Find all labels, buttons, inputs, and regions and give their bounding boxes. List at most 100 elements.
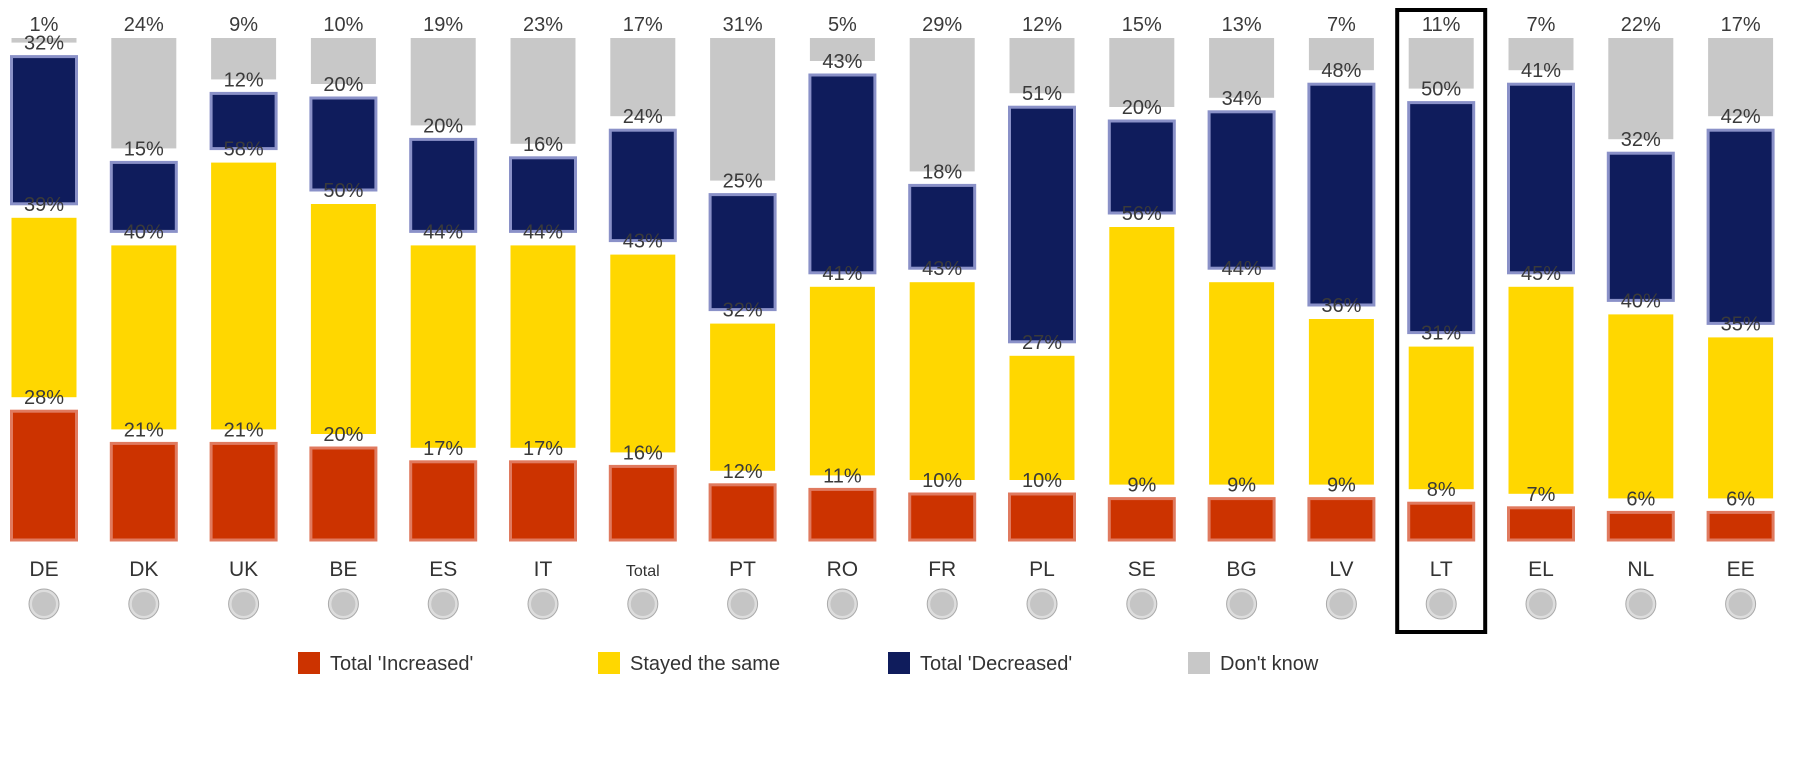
value-label-be-series-2: 20%	[323, 74, 363, 96]
category-label-ro: RO	[827, 558, 859, 581]
bar-pt-series-1	[710, 323, 776, 471]
bar-total-series-0	[608, 464, 677, 542]
bars-layer	[10, 38, 1775, 542]
value-label-ro-series-3: 5%	[828, 14, 857, 36]
category-label-es: ES	[429, 558, 457, 581]
flag-pl-icon	[1026, 588, 1058, 620]
value-label-total-series-3: 17%	[623, 14, 663, 36]
bar-ro-series-1	[809, 286, 875, 476]
bar-bg-series-2	[1207, 110, 1276, 270]
value-label-fr-series-3: 29%	[922, 14, 962, 36]
value-label-es-series-1: 44%	[423, 221, 463, 243]
legend-swatch-1	[598, 652, 620, 674]
value-label-es-series-3: 19%	[423, 14, 463, 36]
flag-it-icon	[527, 588, 559, 620]
bar-lt-series-3	[1408, 38, 1474, 89]
category-label-fr: FR	[928, 558, 956, 581]
bar-uk-series-0	[209, 441, 278, 542]
value-label-uk-series-2: 12%	[224, 69, 264, 91]
bar-ee-series-3	[1708, 38, 1774, 117]
bar-dk-series-2	[109, 160, 178, 233]
bar-lv-series-2	[1307, 82, 1376, 307]
bar-lv-series-0	[1307, 497, 1376, 542]
flag-de-icon	[28, 588, 60, 620]
value-label-ro-series-0: 11%	[823, 465, 862, 487]
category-label-uk: UK	[229, 558, 258, 581]
value-label-es-series-0: 17%	[423, 438, 463, 460]
bar-se-series-0	[1107, 497, 1176, 542]
value-label-it-series-2: 16%	[523, 134, 563, 156]
bar-nl-series-0	[1606, 510, 1675, 542]
bar-el-series-3	[1508, 38, 1574, 71]
value-label-lt-series-0: 8%	[1427, 479, 1456, 501]
bar-fr-series-3	[909, 38, 975, 172]
value-label-be-series-1: 50%	[323, 180, 363, 202]
legend-item-0: Total 'Increased'	[298, 652, 473, 675]
bar-ro-series-0	[808, 487, 877, 542]
bar-lt-series-2	[1407, 101, 1476, 335]
value-label-lv-series-3: 7%	[1327, 14, 1356, 36]
bar-de-series-3	[11, 38, 77, 43]
value-labels-layer: 28%39%32%1%21%40%15%24%21%58%12%9%20%50%…	[24, 14, 1761, 510]
value-label-nl-series-1: 40%	[1621, 290, 1661, 312]
bar-be-series-3	[310, 38, 376, 84]
bar-ee-series-0	[1706, 510, 1775, 542]
bar-lt-series-0	[1407, 501, 1476, 542]
value-label-nl-series-0: 6%	[1626, 488, 1655, 510]
flag-se-icon	[1126, 588, 1158, 620]
flag-dk-icon	[128, 588, 160, 620]
value-label-fr-series-1: 43%	[922, 258, 962, 280]
bar-it-series-3	[510, 38, 576, 144]
bar-fr-series-0	[908, 492, 977, 542]
category-label-bg: BG	[1226, 558, 1256, 581]
value-label-total-series-2: 24%	[623, 106, 663, 128]
bar-nl-series-3	[1608, 38, 1674, 140]
flag-bg-icon	[1226, 588, 1258, 620]
value-label-dk-series-3: 24%	[124, 14, 164, 36]
bar-lv-series-3	[1308, 38, 1374, 71]
bar-se-series-3	[1109, 38, 1175, 107]
value-label-pl-series-0: 10%	[1022, 470, 1062, 492]
flag-lt-icon	[1425, 588, 1457, 620]
bar-be-series-1	[310, 204, 376, 434]
value-label-dk-series-2: 15%	[124, 138, 164, 160]
flag-be-icon	[327, 588, 359, 620]
bar-se-series-2	[1107, 119, 1176, 215]
bar-lv-series-1	[1308, 319, 1374, 485]
value-label-lv-series-0: 9%	[1327, 475, 1356, 497]
legend-item-1: Stayed the same	[598, 652, 780, 675]
category-label-el: EL	[1528, 558, 1554, 581]
bar-ee-series-1	[1708, 337, 1774, 499]
flag-ro-icon	[826, 588, 858, 620]
bar-bg-series-1	[1209, 282, 1275, 485]
flag-nl-icon	[1625, 588, 1657, 620]
legend-label-1: Stayed the same	[630, 653, 780, 675]
value-label-bg-series-3: 13%	[1222, 14, 1262, 36]
value-label-pl-series-2: 51%	[1022, 83, 1062, 105]
bar-dk-series-3	[111, 38, 177, 149]
flag-el-icon	[1525, 588, 1557, 620]
bar-es-series-2	[409, 137, 478, 233]
value-label-de-series-3: 1%	[30, 14, 59, 36]
legend-item-2: Total 'Decreased'	[888, 652, 1072, 675]
value-label-uk-series-3: 9%	[229, 14, 258, 36]
value-label-total-series-0: 16%	[623, 442, 663, 464]
bar-it-series-2	[509, 156, 577, 233]
category-label-dk: DK	[129, 558, 158, 581]
legend-swatch-3	[1188, 652, 1210, 674]
category-label-nl: NL	[1627, 558, 1654, 581]
value-label-lt-series-1: 31%	[1421, 323, 1461, 345]
value-label-pt-series-2: 25%	[723, 171, 763, 193]
value-label-pt-series-3: 31%	[723, 14, 763, 36]
category-label-lt: LT	[1430, 558, 1453, 581]
value-label-lt-series-2: 50%	[1421, 79, 1461, 101]
bar-dk-series-0	[109, 441, 178, 542]
category-label-pt: PT	[729, 558, 756, 581]
bar-nl-series-1	[1608, 314, 1674, 499]
bar-bg-series-0	[1207, 497, 1276, 542]
value-label-se-series-1: 56%	[1122, 203, 1162, 225]
value-label-ee-series-3: 17%	[1721, 14, 1761, 36]
bar-ro-series-2	[808, 73, 877, 275]
bar-pl-series-3	[1009, 38, 1075, 94]
category-label-se: SE	[1128, 558, 1156, 581]
